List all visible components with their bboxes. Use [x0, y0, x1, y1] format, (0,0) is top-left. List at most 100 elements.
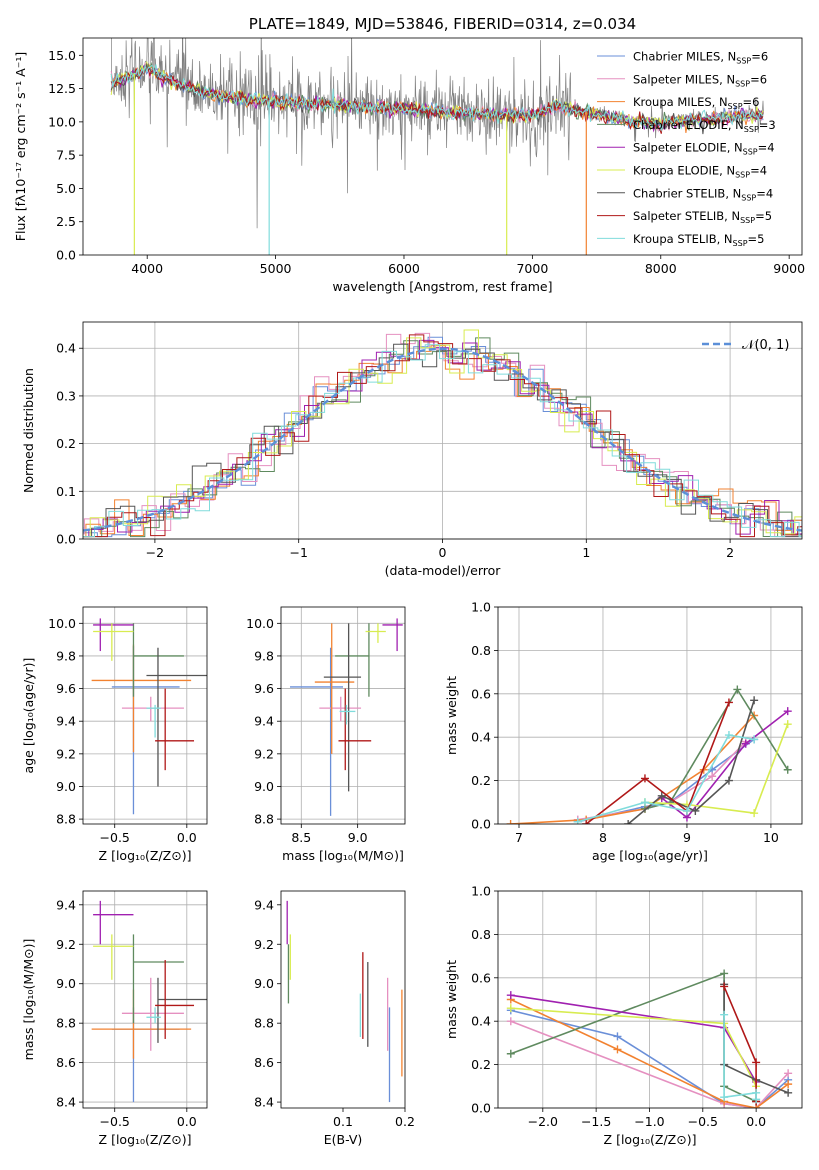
y-axis-label: mass weight — [444, 676, 459, 755]
x-tick-label: 4000 — [131, 261, 163, 276]
histogram-step — [83, 337, 802, 538]
plot-area — [290, 618, 403, 816]
axes-frame: −0.5 0.0 8.4 8.6 8.8 9.0 9.2 9.4 Z [log₁₀(Z/Z⊙)]… — [21, 890, 208, 1147]
y-tick-label: 0.4 — [471, 1014, 491, 1029]
weight-series-line — [723, 986, 757, 1102]
weight-point-marker — [613, 1045, 622, 1054]
x-tick-label: −1 — [289, 545, 307, 560]
legend-tail: =6 — [751, 50, 768, 64]
x-tick-label: −0.5 — [100, 830, 130, 845]
weight-point-marker — [582, 820, 591, 824]
weight-point-marker — [720, 969, 729, 978]
x-tick-label: 0 — [439, 545, 447, 560]
legend-entry: Salpeter MILES, NSSP=6 — [633, 72, 767, 88]
panel-spectrum: 4000 5000 6000 7000 8000 9000 0.0 2.5 5.0 7.5 10.0… — [13, 15, 805, 294]
legend-sub: SSP — [735, 79, 750, 88]
histogram-step — [83, 345, 802, 538]
legend-text: Salpeter STELIB, N — [633, 209, 740, 223]
weight-point-marker — [720, 1010, 729, 1019]
y-tick-label: 8.6 — [254, 1055, 274, 1070]
histogram-step — [83, 334, 802, 538]
x-axis-label: E(B-V) — [324, 1132, 363, 1147]
x-tick-label: −1.5 — [581, 1114, 611, 1129]
x-tick-label: 5000 — [260, 261, 292, 276]
legend-text: Chabrier ELODIE, N — [633, 118, 744, 132]
y-tick-label: 0.0 — [56, 532, 76, 547]
weight-point-marker — [724, 731, 733, 740]
legend-sub: SSP — [736, 57, 751, 66]
y-tick-label: 12.5 — [48, 81, 76, 96]
x-tick-label: 1 — [582, 545, 590, 560]
legend-entry: 𝒩(0, 1) — [742, 338, 789, 353]
weight-series-line — [585, 702, 730, 824]
legend-tail: =6 — [750, 72, 767, 86]
y-axis-label: mass [log₁₀(M/M⊙)] — [21, 939, 36, 1061]
y-tick-label: 7.5 — [56, 148, 76, 163]
y-tick-label: 8.4 — [254, 1095, 274, 1110]
legend-tail: =4 — [758, 141, 775, 155]
x-tick-label: 8 — [599, 830, 607, 845]
legend-sub: SSP — [733, 239, 748, 248]
legend-entry: Kroupa MILES, NSSP=6 — [633, 95, 759, 111]
y-tick-label: 0.0 — [56, 248, 76, 263]
y-tick-label: 15.0 — [48, 48, 76, 63]
y-tick-label: 9.0 — [254, 779, 274, 794]
weight-point-marker — [708, 772, 717, 781]
plot-area — [506, 685, 792, 824]
axes-frame: 4000 5000 6000 7000 8000 9000 0.0 2.5 5.0 7.5 10.0… — [13, 37, 805, 294]
legend-entry: Chabrier MILES, NSSP=6 — [633, 50, 768, 66]
y-tick-label: 9.4 — [56, 714, 76, 729]
axes-box — [82, 890, 208, 1109]
histogram-step — [83, 343, 802, 538]
x-tick-label: 10 — [763, 830, 779, 845]
weight-series-line — [644, 723, 789, 814]
y-tick-label: 5.0 — [56, 181, 76, 196]
weight-series-line — [661, 710, 789, 819]
axes-box — [82, 321, 803, 540]
y-tick-label: 1.0 — [471, 884, 491, 899]
y-tick-label: 0.2 — [56, 436, 76, 451]
y-axis-label: Flux [fλ10⁻¹⁷ erg cm⁻² s⁻¹ A⁻¹] — [13, 52, 28, 241]
axes-frame: −0.5 0.0 8.8 9.0 9.2 9.4 9.6 9.8 10.0 Z [log₁₀(Z/… — [21, 606, 208, 863]
y-tick-label: 8.8 — [254, 812, 274, 827]
y-axis-label: mass weight — [444, 960, 459, 1039]
y-tick-label: 0.8 — [471, 927, 491, 942]
x-axis-label: age [log₁₀(age/yr)] — [592, 848, 708, 863]
y-tick-label: 9.6 — [254, 681, 274, 696]
y-tick-label: 9.4 — [254, 714, 274, 729]
weight-point-marker — [724, 698, 733, 707]
axes-frame: 8.5 9.0 8.8 9.0 9.2 9.4 9.6 9.8 10.0 mass [log₁₀(… — [246, 606, 406, 863]
y-tick-label: 1.0 — [471, 600, 491, 615]
legend-sub: SSP — [740, 216, 755, 225]
legend-sub: SSP — [735, 171, 750, 180]
panel-mass_vs_Z: −0.5 0.0 8.4 8.6 8.8 9.0 9.2 9.4 Z [log₁₀(Z/Z⊙)]… — [21, 890, 208, 1147]
y-axis-label: age [log₁₀(age/yr)] — [21, 658, 36, 774]
x-tick-label: 9 — [683, 830, 691, 845]
legend-sub: SSP — [741, 193, 756, 202]
panel-age_vs_Z: −0.5 0.0 8.8 9.0 9.2 9.4 9.6 9.8 10.0 Z [log₁₀(Z/… — [21, 606, 208, 863]
panel-age_vs_mass: 8.5 9.0 8.8 9.0 9.2 9.4 9.6 9.8 10.0 mass [log₁₀(… — [246, 606, 406, 863]
panel-residuals: −2 −1 0 1 2 0.0 0.1 0.2 0.3 0.4 (data-model)/error… — [21, 321, 803, 578]
y-tick-label: 0.4 — [471, 730, 491, 745]
y-tick-label: 9.6 — [56, 681, 76, 696]
x-axis-label: Z [log₁₀(Z/Z⊙)] — [99, 848, 192, 863]
weight-point-marker — [784, 1080, 793, 1089]
y-tick-label: 8.8 — [56, 1016, 76, 1031]
axes-frame: −2 −1 0 1 2 0.0 0.1 0.2 0.3 0.4 (data-model)/error… — [21, 321, 803, 578]
y-tick-label: 0.8 — [471, 643, 491, 658]
normal-reference-curve — [83, 347, 802, 532]
y-tick-label: 0.0 — [471, 1101, 491, 1116]
x-tick-label: 9.0 — [348, 830, 368, 845]
axes-box — [280, 890, 406, 1109]
y-tick-label: 2.5 — [56, 214, 76, 229]
axes-box — [82, 606, 208, 825]
legend-entry: Salpeter ELODIE, NSSP=4 — [633, 141, 775, 157]
legend-tail: =3 — [759, 118, 776, 132]
weight-point-marker — [506, 1017, 515, 1026]
x-axis-label: Z [log₁₀(Z/Z⊙)] — [99, 1132, 192, 1147]
y-tick-label: 0.2 — [471, 1057, 491, 1072]
axes-box — [497, 606, 803, 825]
weight-point-marker — [573, 817, 582, 824]
plot-area — [110, 38, 764, 255]
weight-point-marker — [624, 820, 633, 824]
